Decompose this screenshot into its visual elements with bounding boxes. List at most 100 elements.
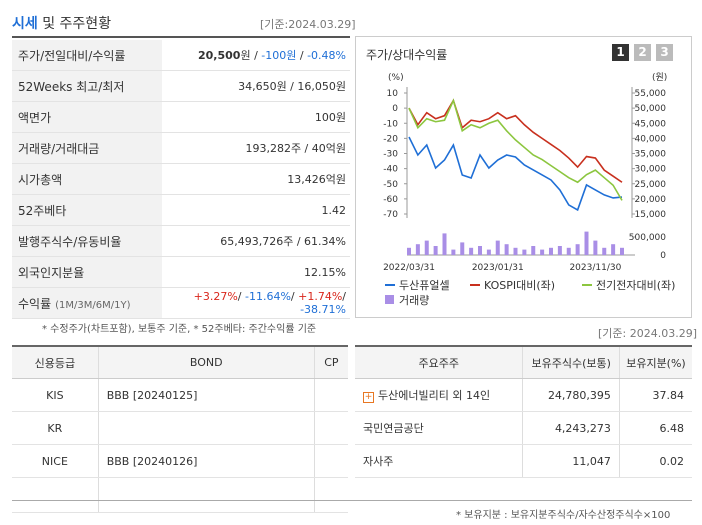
cell-text: 0.02: [659, 454, 685, 468]
volume-bar: [424, 240, 429, 255]
value-part: -11.64%: [244, 290, 291, 303]
row: 주가/전일대비/수익률 20,500원 / -100원 / -0.48%: [12, 40, 350, 71]
title-main: 시세: [12, 16, 38, 32]
row: 자사주 11,047 0.02: [355, 444, 692, 478]
title-rest: 및 주주현황: [42, 16, 112, 32]
volume-bar: [407, 247, 411, 255]
volume-bar: [522, 249, 527, 255]
volume-bar: [549, 247, 553, 255]
volume-bar: [504, 244, 509, 255]
y-tick-label: -40: [383, 165, 398, 175]
empty-row: [12, 477, 348, 513]
volume-bar: [593, 240, 598, 255]
row: NICE BBB [20240126]: [12, 444, 348, 478]
volume-bar: [531, 246, 536, 255]
row-value: 20,500원 / -100원 / -0.48%: [162, 40, 350, 71]
cell: + 두산에너빌리티 외 14인: [355, 378, 523, 412]
y2-tick-label: 55,000: [635, 89, 667, 99]
cell: [313, 477, 348, 513]
row: 액면가 100원: [12, 101, 350, 133]
cell: [12, 477, 99, 513]
volume-bar: [495, 240, 500, 255]
header-cell: BOND: [97, 346, 315, 379]
legend-swatch: [385, 295, 394, 304]
tab[interactable]: 1: [612, 44, 629, 61]
row: + 두산에너빌리티 외 14인 24,780,395 37.84: [355, 378, 692, 412]
label: 외국인지분율: [18, 265, 85, 280]
y2-unit: (원): [652, 72, 667, 83]
header-cell: CP: [313, 346, 348, 379]
row: 52주베타 1.42: [12, 194, 350, 226]
holder-table: 주요주주 보유주식수(보통) 보유지분(%) + 두산에너빌리티 외 14인 24,780…: [355, 345, 692, 478]
row: 52Weeks 최고/최저 34,650원 / 16,050원: [12, 70, 350, 102]
row-value: 1.42: [162, 194, 350, 226]
y-tick-label: -10: [383, 119, 398, 129]
chart-date: [기준: 2024.03.29]: [598, 327, 698, 340]
y-tick-label: -50: [383, 180, 398, 190]
y2-tick-label: 30,000: [635, 165, 667, 175]
cell-text: 24,780,395: [547, 388, 611, 402]
value-part: -0.48%: [307, 49, 346, 62]
row: 거래량/거래대금 193,282주 / 40억원: [12, 132, 350, 164]
label: 액면가: [18, 110, 52, 125]
cell-text: 두산에너빌리티 외 14인: [378, 389, 491, 402]
row-label: 52Weeks 최고/최저: [12, 70, 162, 102]
expand-icon[interactable]: +: [363, 392, 374, 403]
cell-text: 6.48: [659, 421, 685, 435]
legend-label: 두산퓨얼셀: [399, 278, 450, 292]
value-part: /: [296, 49, 308, 62]
value: 13,426억원: [287, 173, 346, 186]
section-title: 시세 및 주주현황: [12, 13, 111, 33]
header-cell: 보유지분(%): [618, 346, 692, 379]
value-part: +1.74%: [298, 290, 343, 303]
row-label: 액면가: [12, 101, 162, 133]
cell: [97, 477, 315, 513]
cell-text: KR: [47, 421, 63, 435]
legend-label: KOSPI대비(좌): [484, 279, 555, 292]
y-tick-label: -70: [383, 210, 398, 220]
tab[interactable]: 2: [634, 44, 651, 61]
legend-label: 거래량: [399, 294, 429, 307]
cell-text: BBB [20240126]: [106, 454, 198, 468]
chart: (%) (원) 10 0 -10 -20 -30 -40 -50 -60 -70 55,000 50,0…: [383, 72, 675, 307]
cell-text: KIS: [46, 388, 64, 402]
cell-text: BBB [20240125]: [106, 388, 198, 402]
tab[interactable]: 3: [656, 44, 673, 61]
label: 주가/전일대비/수익률: [18, 48, 126, 63]
y-tick-label: -30: [383, 150, 398, 160]
volume-bar: [566, 247, 571, 255]
row-value: 100원: [162, 101, 350, 133]
line: [408, 98, 623, 183]
cell: 자사주: [355, 444, 523, 478]
y-tick-label: 0: [392, 104, 398, 114]
cell: 6.48: [618, 411, 692, 445]
row: KIS BBB [20240125]: [12, 378, 348, 412]
value-part: +3.27%: [193, 290, 238, 303]
cell: KIS: [12, 378, 99, 412]
value-part: -38.71%: [300, 303, 346, 316]
value: 193,282주 / 40억원: [245, 142, 346, 155]
x-tick-label: 2022/03/31: [383, 263, 435, 273]
y2-tick-label: 45,000: [635, 119, 667, 129]
y2-tick-label: 20,000: [635, 195, 667, 205]
volume-bar: [620, 247, 624, 255]
value-part: 20,500: [198, 49, 241, 62]
line: [408, 136, 623, 212]
row: 시가총액 13,426억원: [12, 163, 350, 195]
row-label: 시가총액: [12, 163, 162, 195]
line: [408, 98, 623, 201]
cell-text: NICE: [41, 454, 68, 468]
cell: 11,047: [522, 444, 620, 478]
date: [기준:2024.03.29]: [260, 18, 356, 31]
row-label: 외국인지분율: [12, 256, 162, 288]
row: 발행주식수/유동비율 65,493,726주 / 61.34%: [12, 225, 350, 257]
cell-text: 37.84: [652, 388, 685, 402]
credit-table: 신용등급 BOND CP KIS BBB [20240125] KR NICE BBB [20…: [12, 345, 348, 513]
cell: BBB [20240125]: [97, 378, 315, 412]
label: 52Weeks 최고/최저: [18, 79, 125, 94]
x-tick-label: 2023/01/31: [472, 263, 524, 273]
cell: KR: [12, 411, 99, 445]
row-value: 13,426억원: [162, 163, 350, 195]
volume-bar: [415, 244, 420, 255]
